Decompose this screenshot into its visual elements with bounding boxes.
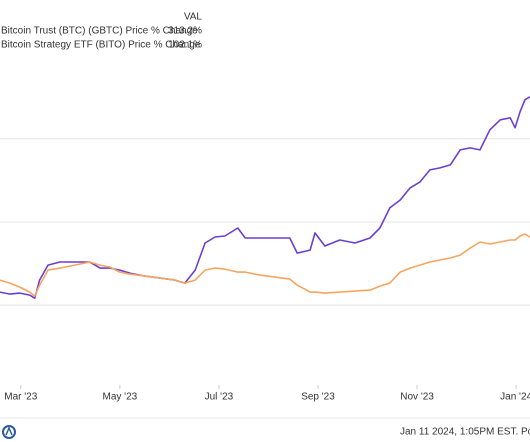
x-tick-label: Jul '23 [205, 392, 234, 403]
footer-text: Jan 11 2024, 1:05PM EST. Powered by [400, 427, 530, 438]
legend-label: Bitcoin Trust (BTC) (GBTC) Price % Chang… [1, 26, 198, 37]
series-line [0, 233, 530, 297]
legend-value: 102.1% [168, 40, 202, 51]
x-tick-label: Jan '24 [500, 392, 530, 403]
x-tick-label: Sep '23 [301, 392, 335, 403]
logo [2, 425, 16, 439]
legend-label: Bitcoin Strategy ETF (BITO) Price % Chan… [1, 40, 201, 51]
x-tick-label: Mar '23 [4, 392, 37, 403]
legend-header: VAL [184, 12, 203, 23]
legend-value: 313.2% [168, 26, 202, 37]
series-line [0, 96, 530, 300]
x-tick-label: Nov '23 [400, 392, 434, 403]
x-tick-label: May '23 [103, 392, 138, 403]
